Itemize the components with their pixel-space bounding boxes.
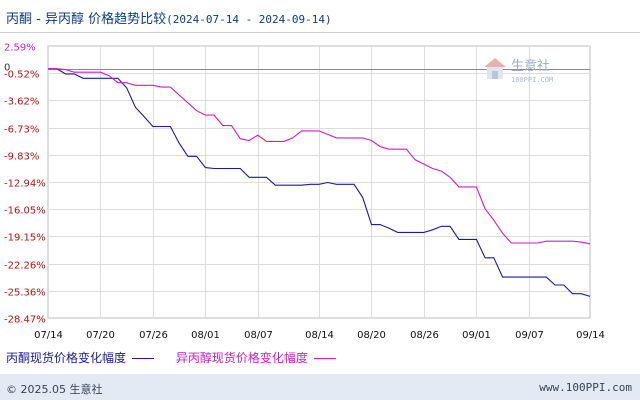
x-tick-label: 08/07: [244, 330, 273, 341]
chart-title-text: 丙酮 - 异丙醇 价格趋势比较: [6, 12, 167, 27]
y-tick-label: -9.83%: [4, 152, 39, 163]
watermark-house-icon: [484, 58, 506, 79]
series-line-ipa: [48, 68, 591, 245]
x-tick-label: 08/01: [191, 330, 220, 341]
y-tick-label: -28.47%: [4, 315, 46, 326]
footer-copyright: © 2025.05 生意社: [6, 383, 103, 396]
legend-label-acetone: 丙酮现货价格变化幅度: [6, 351, 127, 365]
legend-item-ipa: 异丙醇现货价格变化幅度: [176, 349, 336, 366]
footer-site-link[interactable]: www.100PPI.com: [539, 381, 632, 394]
y-tick-label: -12.94%: [4, 179, 46, 190]
watermark-url: 100PPI.COM: [511, 76, 553, 84]
chart-tick-labels: 2.59% -0.52% -3.62% -6.73% -9.83% -12.94% -16.…: [4, 43, 605, 342]
y-tick-label: -19.15%: [4, 233, 46, 244]
x-tick-label: 09/07: [515, 330, 544, 341]
y-tick-label: -25.36%: [4, 288, 46, 299]
x-tick-label: 07/20: [86, 330, 115, 341]
y-tick-label: -16.05%: [4, 206, 46, 217]
legend-swatch-ipa: [313, 358, 336, 359]
x-tick-label: 08/26: [410, 330, 439, 341]
x-tick-label: 09/14: [576, 330, 605, 341]
title-bar: 丙酮 - 异丙醇 价格趋势比较(2024-07-14 - 2024-09-14): [0, 0, 640, 33]
x-tick-label: 08/20: [357, 330, 386, 341]
chart-date-range: (2024-07-14 - 2024-09-14): [166, 13, 332, 26]
y-tick-label: -6.73%: [4, 125, 39, 136]
legend-swatch-acetone: [132, 358, 155, 359]
y-tick-label: -0.52%: [4, 70, 39, 81]
x-tick-label: 07/26: [139, 330, 168, 341]
chart-grid: [47, 45, 591, 319]
watermark-brand: 生意社: [511, 58, 550, 74]
y-tick-label: -22.26%: [4, 261, 46, 272]
legend-item-acetone: 丙酮现货价格变化幅度: [6, 349, 155, 366]
x-tick-label: 07/14: [34, 330, 63, 341]
zero-label: 0: [4, 63, 10, 74]
series-line-acetone: [48, 68, 591, 297]
chart-title: 丙酮 - 异丙醇 价格趋势比较(2024-07-14 - 2024-09-14): [6, 8, 332, 27]
chart-legend: 丙酮现货价格变化幅度 异丙醇现货价格变化幅度: [6, 349, 354, 366]
legend-label-ipa: 异丙醇现货价格变化幅度: [175, 351, 308, 365]
y-tick-label: -3.62%: [4, 97, 39, 108]
footer-bar: © 2025.05 生意社 www.100PPI.com: [0, 374, 640, 400]
watermark-logo: 生意社 100PPI.COM: [484, 58, 553, 84]
x-tick-label: 08/14: [305, 330, 334, 341]
x-tick-label: 09/01: [462, 330, 491, 341]
chart-series: [48, 68, 591, 297]
y-tick-label: 2.59%: [4, 43, 36, 54]
